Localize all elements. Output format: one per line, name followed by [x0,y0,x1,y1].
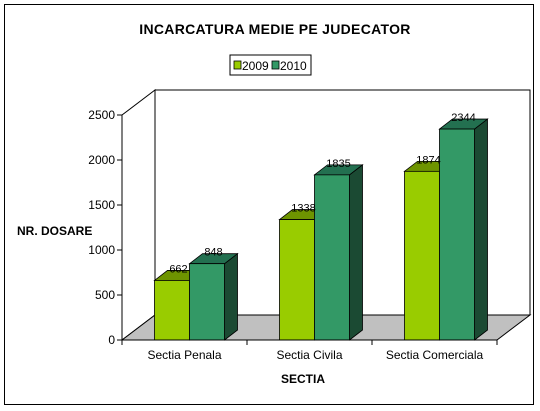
y-tick-label: 2500 [88,108,115,122]
data-label: 1338 [291,203,315,215]
x-tick-label: Sectia Penala [147,348,221,362]
data-label: 1835 [326,158,350,170]
bar-side [349,164,363,341]
bar-front [439,128,475,341]
legend-swatch-2010 [271,60,280,70]
bar-front [314,174,350,341]
data-label: 1874 [416,154,440,166]
x-axis-title: SECTIA [281,372,325,386]
bar-front [404,170,440,341]
chart-title: INCARCATURA MEDIE PE JUDECATOR [139,21,410,37]
legend-swatch-2009 [233,60,242,70]
chart-frame: INCARCATURA MEDIE PE JUDECATOR 2009 2010… [4,4,534,405]
y-tick-label: 0 [108,333,115,347]
y-tick-label: 500 [95,288,115,302]
x-axis: Sectia Penala Sectia Civila Sectia Comerci… [121,339,498,362]
bar-front [154,280,190,341]
bar-front [279,219,315,341]
y-axis: 0 500 1000 1500 2000 2500 [88,108,123,347]
y-axis-title: NR. DOSARE [17,224,92,238]
bars [153,118,489,341]
data-label: 662 [169,263,187,275]
legend-label-2010: 2010 [280,59,307,73]
bar [438,118,489,341]
bar-side [224,252,238,341]
bar [188,252,239,341]
data-labels: 662 848 1338 1835 1874 2344 [169,112,475,275]
x-tick-label: Sectia Comerciala [386,348,484,362]
side-wall [121,88,156,342]
y-tick-label: 1500 [88,198,115,212]
bar-side [474,118,488,341]
x-tick-label: Sectia Civila [276,348,342,362]
y-tick-label: 1000 [88,243,115,257]
data-label: 2344 [451,112,475,124]
bar-chart: INCARCATURA MEDIE PE JUDECATOR 2009 2010… [17,21,532,386]
bar-front [189,263,225,341]
legend-label-2009: 2009 [242,59,269,73]
legend: 2009 2010 [229,54,312,76]
bar [313,164,364,341]
y-tick-label: 2000 [88,153,115,167]
data-label: 848 [204,247,222,259]
